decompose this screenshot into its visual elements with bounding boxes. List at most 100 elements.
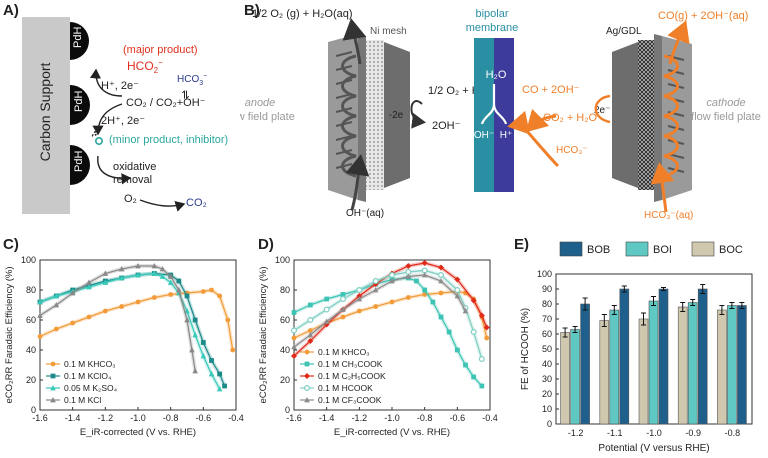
bar-boc (638, 318, 649, 425)
data-point (478, 312, 485, 319)
data-point (53, 293, 60, 299)
co2-water-label: CO₂ + H₂O (543, 112, 598, 124)
y-axis-label: FE of HCOOH (%) (520, 308, 531, 390)
series-0 (37, 287, 236, 353)
ni-mesh-layer (366, 40, 384, 190)
data-point (356, 296, 363, 302)
data-point (307, 302, 313, 308)
bar-boi (687, 302, 698, 425)
bar-boi (609, 309, 620, 425)
bicarbonate-label: HCO3− (177, 73, 207, 87)
cathode-catalyst-layer (612, 42, 638, 188)
legend-label: 0.1 M CH₃COOK (318, 359, 383, 369)
data-point (438, 264, 444, 271)
bar-bob (580, 303, 590, 425)
y-tick-label: 80 (26, 285, 36, 295)
minor-dashed-bond (91, 127, 99, 137)
legend-label: 0.1 M KCl (64, 395, 101, 405)
series-band (38, 264, 198, 372)
bar-boi (570, 329, 580, 425)
oh-aq-label: OH⁻(aq) (346, 208, 384, 219)
data-point (340, 292, 346, 297)
data-point (217, 371, 223, 377)
data-point (159, 273, 166, 279)
data-point (167, 279, 174, 285)
data-point (405, 273, 412, 279)
chart-e: 0 10 20 30 40 50 60 70 80 90 100 -1.2 -1.1 -1.0 -0.9 -0… (520, 241, 753, 454)
pdh-particle-middle: PdH (70, 85, 90, 125)
data-point (438, 271, 445, 278)
legend-marker (304, 349, 310, 355)
data-point (323, 306, 330, 313)
data-point (405, 263, 412, 269)
data-point (222, 383, 227, 389)
y-tick-label: 90 (542, 284, 552, 294)
x-tick-label: -0.6 (450, 413, 466, 423)
data-point (372, 277, 379, 284)
data-point (37, 312, 43, 318)
panel-label-a: A) (3, 2, 19, 19)
legend-label: BOB (587, 244, 610, 256)
x-tick-label: -1.2 (98, 413, 114, 423)
x-tick-label: -1.2 (352, 413, 368, 423)
data-point (479, 383, 485, 389)
oxidative-label-1: oxidative (113, 161, 156, 173)
carbon-support-label: Carbon Support (37, 62, 53, 161)
data-point (438, 278, 444, 284)
data-point (422, 292, 428, 297)
x-axis-label: E_iR-corrected (V vs. RHE) (334, 427, 450, 438)
data-point (184, 308, 190, 314)
cathode-reaction-arc (594, 94, 611, 124)
x-tick-label: -0.6 (196, 413, 212, 423)
bar-bob (737, 305, 747, 425)
data-point (119, 304, 125, 309)
y-tick-label: 10 (542, 404, 552, 414)
data-point (389, 299, 395, 305)
bar-bob (697, 288, 708, 425)
data-point (339, 295, 346, 302)
series-2 (37, 270, 223, 392)
minor-path-arrow (92, 103, 123, 136)
data-point (446, 329, 452, 335)
anode-catalyst-layer (384, 42, 410, 188)
membrane-water-label: H₂O (486, 69, 507, 81)
legend-label: 0.1 M KHCO₃ (64, 359, 116, 369)
data-point (307, 328, 313, 333)
data-point (184, 317, 190, 323)
y-tick-label: 0 (31, 405, 36, 415)
legend-marker (50, 397, 56, 403)
series-line (293, 269, 483, 360)
data-point (135, 272, 141, 278)
x-tick-label: -1.6 (32, 413, 48, 423)
step1-label: H⁺, 2e⁻ (101, 80, 139, 92)
x-tick-label: -1.4 (65, 413, 81, 423)
cathode-top-equation: CO(g) + 2OH⁻(aq) (658, 10, 748, 22)
data-point (307, 338, 314, 344)
data-point (291, 310, 297, 315)
cathode-outlet-arrow (667, 20, 690, 65)
y-tick-label: 80 (280, 285, 290, 295)
data-point (86, 279, 92, 285)
data-point (454, 293, 461, 299)
bar-boc (599, 320, 610, 425)
pdh-particle-top: PdH (70, 22, 89, 60)
data-point (102, 308, 108, 314)
data-point (176, 278, 182, 284)
data-point (414, 278, 419, 284)
data-point (307, 332, 314, 338)
cathode-inlet-arrow (650, 162, 675, 213)
data-point (372, 287, 379, 293)
ni-mesh-label: Ni mesh (370, 26, 407, 37)
data-point (291, 353, 297, 359)
y-tick-label: 30 (542, 374, 552, 384)
co2-out-arrow (139, 199, 186, 212)
svg-text:PdH: PdH (73, 91, 85, 112)
hco3-aq-label: HCO₃⁻(aq) (644, 210, 693, 221)
data-point (462, 308, 469, 314)
two-e-label: 2e⁻ (594, 105, 610, 116)
anode-reaction-arrow (410, 100, 426, 129)
chart-c: -1.6 -1.4 -1.2 -1.0 -0.8 -0.6 -0.4 0 20 40 60 80 100… (4, 255, 244, 438)
data-point (159, 266, 166, 272)
o2-label: O₂ (124, 193, 137, 205)
data-point (135, 263, 141, 269)
